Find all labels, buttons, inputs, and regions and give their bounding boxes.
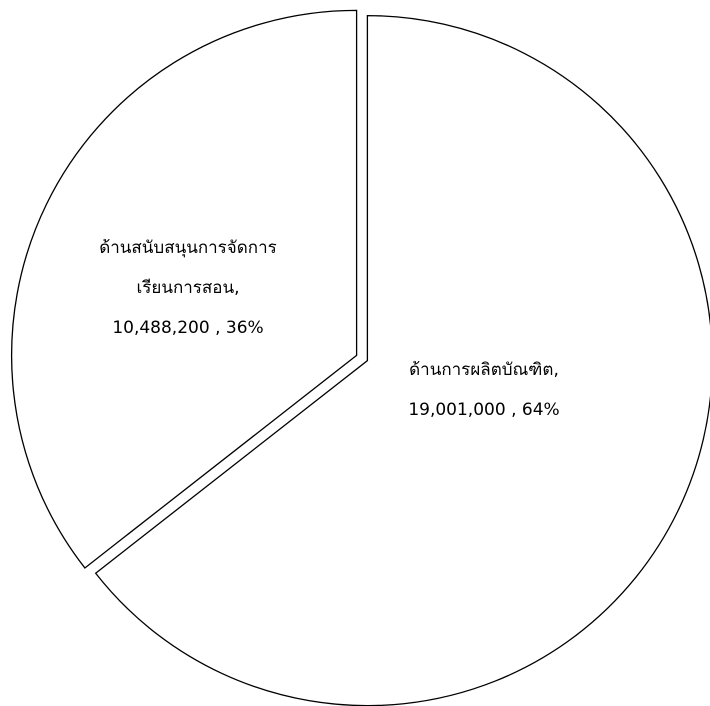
pie-labels: ด้านการผลิตบัณฑิต, 19,001,000 , 64% ด้านสน… — [99, 238, 559, 420]
pie-slice-label-line: ด้านการผลิตบัณฑิต, — [409, 360, 559, 380]
pie-slice-label-0: ด้านการผลิตบัณฑิต, 19,001,000 , 64% — [408, 360, 559, 420]
pie-slice-label-1: ด้านสนับสนุนการจัดการเรียนการสอน, 10,488,… — [99, 238, 277, 338]
pie-slices — [10, 9, 710, 706]
pie-slice-label-line: ด้านสนับสนุนการจัดการ — [99, 238, 277, 258]
pie-slice-1 — [10, 9, 358, 569]
pie-slice-label-line: 19,001,000 , 64% — [408, 400, 559, 420]
pie-slice-label-line: เรียนการสอน, — [136, 278, 239, 298]
pie-slice-label-line: 10,488,200 , 36% — [112, 318, 263, 338]
pie-slice-0 — [94, 14, 710, 706]
